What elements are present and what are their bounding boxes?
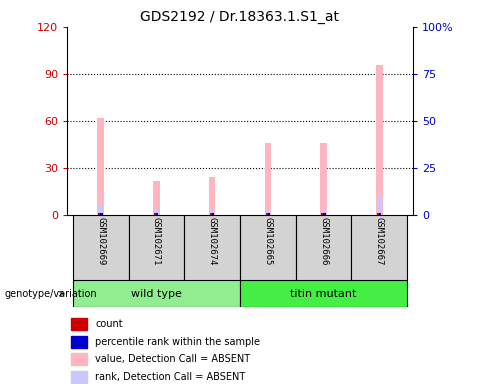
- FancyBboxPatch shape: [296, 215, 351, 280]
- Text: GSM102667: GSM102667: [375, 217, 384, 265]
- Text: GSM102665: GSM102665: [264, 217, 272, 265]
- Bar: [324, 214, 325, 215]
- Text: count: count: [96, 319, 123, 329]
- Bar: [154, 213, 157, 215]
- Bar: [71, 336, 87, 348]
- Bar: [210, 210, 215, 215]
- Bar: [376, 65, 383, 215]
- FancyBboxPatch shape: [240, 215, 296, 280]
- FancyBboxPatch shape: [184, 215, 240, 280]
- Bar: [212, 214, 214, 215]
- Bar: [71, 318, 87, 330]
- Bar: [98, 213, 101, 215]
- Title: GDS2192 / Dr.18363.1.S1_at: GDS2192 / Dr.18363.1.S1_at: [141, 10, 339, 25]
- Bar: [267, 214, 270, 215]
- Bar: [156, 214, 158, 215]
- Bar: [379, 214, 381, 215]
- Bar: [320, 143, 327, 215]
- Bar: [264, 143, 271, 215]
- Bar: [322, 210, 326, 215]
- FancyBboxPatch shape: [351, 215, 407, 280]
- Bar: [377, 213, 380, 215]
- Text: value, Detection Call = ABSENT: value, Detection Call = ABSENT: [96, 354, 251, 364]
- FancyBboxPatch shape: [240, 280, 407, 307]
- FancyBboxPatch shape: [129, 215, 184, 280]
- Bar: [265, 213, 268, 215]
- Text: GSM102671: GSM102671: [152, 217, 161, 265]
- Bar: [265, 209, 270, 215]
- Text: GSM102666: GSM102666: [319, 217, 328, 265]
- Text: GSM102674: GSM102674: [208, 217, 216, 265]
- Bar: [71, 371, 87, 382]
- Bar: [97, 118, 104, 215]
- Bar: [71, 353, 87, 365]
- FancyBboxPatch shape: [73, 280, 240, 307]
- Text: genotype/variation: genotype/variation: [5, 289, 97, 299]
- FancyBboxPatch shape: [73, 215, 129, 280]
- Bar: [322, 213, 324, 215]
- Text: GSM102669: GSM102669: [96, 217, 105, 265]
- Text: percentile rank within the sample: percentile rank within the sample: [96, 337, 261, 347]
- Bar: [98, 206, 103, 215]
- Text: titin mutant: titin mutant: [290, 289, 357, 299]
- Bar: [210, 213, 213, 215]
- Bar: [154, 210, 158, 215]
- Bar: [153, 180, 160, 215]
- Text: rank, Detection Call = ABSENT: rank, Detection Call = ABSENT: [96, 372, 246, 382]
- Bar: [100, 214, 103, 215]
- Bar: [209, 177, 216, 215]
- Bar: [377, 196, 382, 215]
- Text: wild type: wild type: [131, 289, 182, 299]
